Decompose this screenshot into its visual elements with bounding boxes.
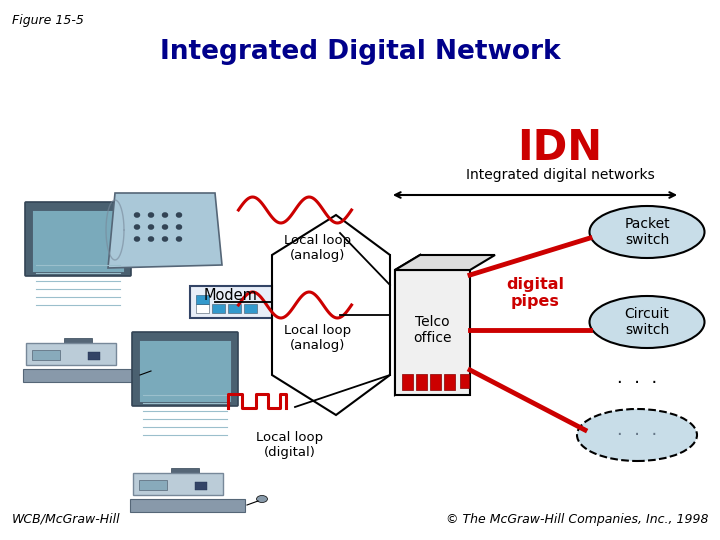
Bar [244, 304, 257, 313]
Ellipse shape [134, 213, 140, 218]
Bar [32, 350, 60, 360]
Bar [444, 374, 455, 390]
Bar [133, 473, 223, 495]
Bar [139, 340, 231, 402]
Bar [26, 343, 116, 365]
Text: Local loop
(analog): Local loop (analog) [284, 324, 351, 352]
FancyBboxPatch shape [25, 202, 131, 276]
Ellipse shape [176, 237, 182, 241]
Text: IDN: IDN [518, 127, 603, 169]
Bar [32, 210, 124, 272]
Bar [416, 374, 427, 390]
Text: WCB/McGraw-Hill: WCB/McGraw-Hill [12, 513, 121, 526]
Bar [88, 352, 100, 360]
Polygon shape [395, 255, 420, 395]
Ellipse shape [134, 237, 140, 241]
Bar [171, 468, 199, 478]
Text: Local loop
(analog): Local loop (analog) [284, 234, 351, 262]
Ellipse shape [148, 237, 154, 241]
Ellipse shape [162, 237, 168, 241]
Bar [402, 374, 413, 390]
Ellipse shape [590, 296, 704, 348]
Text: Integrated Digital Network: Integrated Digital Network [160, 39, 560, 65]
Text: Figure 15-5: Figure 15-5 [12, 14, 84, 27]
Bar [23, 369, 138, 382]
Text: ·  ·  ·: · · · [617, 426, 657, 444]
Ellipse shape [577, 409, 697, 461]
Bar [130, 499, 245, 512]
Text: Local loop
(digital): Local loop (digital) [256, 431, 323, 459]
Polygon shape [395, 255, 495, 270]
Ellipse shape [150, 366, 161, 373]
Polygon shape [108, 193, 222, 268]
Text: Integrated digital networks: Integrated digital networks [466, 168, 654, 182]
Text: Packet
switch: Packet switch [624, 217, 670, 247]
Bar [460, 374, 469, 388]
Bar [430, 374, 441, 390]
Ellipse shape [176, 225, 182, 230]
Bar [195, 482, 207, 490]
Bar [190, 286, 272, 318]
Ellipse shape [256, 496, 268, 503]
Text: Modem: Modem [204, 287, 258, 302]
Bar [196, 295, 209, 304]
Bar [196, 304, 209, 313]
Ellipse shape [162, 213, 168, 218]
Bar [64, 338, 92, 348]
Bar [395, 270, 470, 395]
Bar [212, 304, 225, 313]
Ellipse shape [590, 206, 704, 258]
FancyBboxPatch shape [132, 332, 238, 406]
Ellipse shape [176, 213, 182, 218]
Ellipse shape [162, 225, 168, 230]
Text: ·  ·  ·: · · · [617, 374, 657, 392]
Ellipse shape [134, 225, 140, 230]
Bar [228, 304, 241, 313]
Text: Telco
office: Telco office [413, 315, 451, 345]
Text: digital
pipes: digital pipes [506, 277, 564, 309]
Text: © The McGraw-Hill Companies, Inc., 1998: © The McGraw-Hill Companies, Inc., 1998 [446, 513, 708, 526]
Text: Circuit
switch: Circuit switch [624, 307, 670, 337]
Bar [139, 480, 167, 490]
Ellipse shape [148, 213, 154, 218]
Ellipse shape [148, 225, 154, 230]
